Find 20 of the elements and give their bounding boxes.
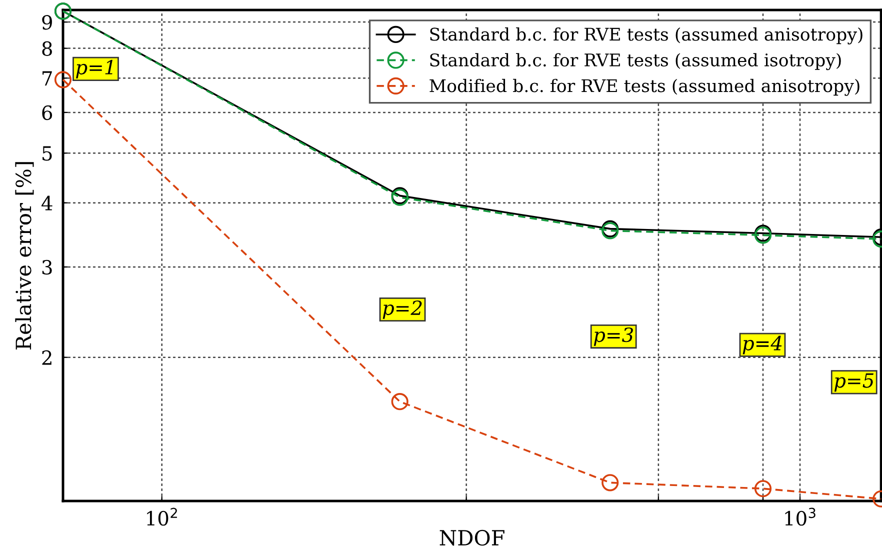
- annotation: p=4: [742, 336, 782, 354]
- annotation: p=2: [382, 300, 422, 319]
- y-tick-label: 5: [42, 146, 52, 161]
- legend-label: Standard b.c. for RVE tests (assumed anisotropy): [430, 27, 862, 44]
- x-tick-label: 10$^{3}$: [785, 508, 816, 526]
- annotation: p=5: [834, 373, 874, 392]
- legend-label: Standard b.c. for RVE tests (assumed isotropy): [430, 53, 841, 70]
- legend-label: Modified b.c. for RVE tests (assumed anisotropy): [430, 78, 860, 96]
- y-tick-label: 2: [42, 350, 52, 365]
- y-tick-label: 6: [42, 105, 52, 120]
- annotation: p=3: [594, 327, 633, 346]
- y-axis-title: Relative error [%]: [15, 162, 34, 350]
- y-tick-label: 4: [42, 196, 52, 210]
- annotation: p=1: [76, 60, 112, 78]
- x-tick-label: 10$^{2}$: [147, 508, 177, 526]
- x-axis-title: NDOF: [440, 530, 504, 546]
- y-tick-label: 3: [42, 260, 52, 275]
- y-tick-label: 8: [42, 41, 52, 56]
- y-tick-label: 9: [42, 15, 52, 30]
- y-tick-label: 7: [42, 71, 52, 86]
